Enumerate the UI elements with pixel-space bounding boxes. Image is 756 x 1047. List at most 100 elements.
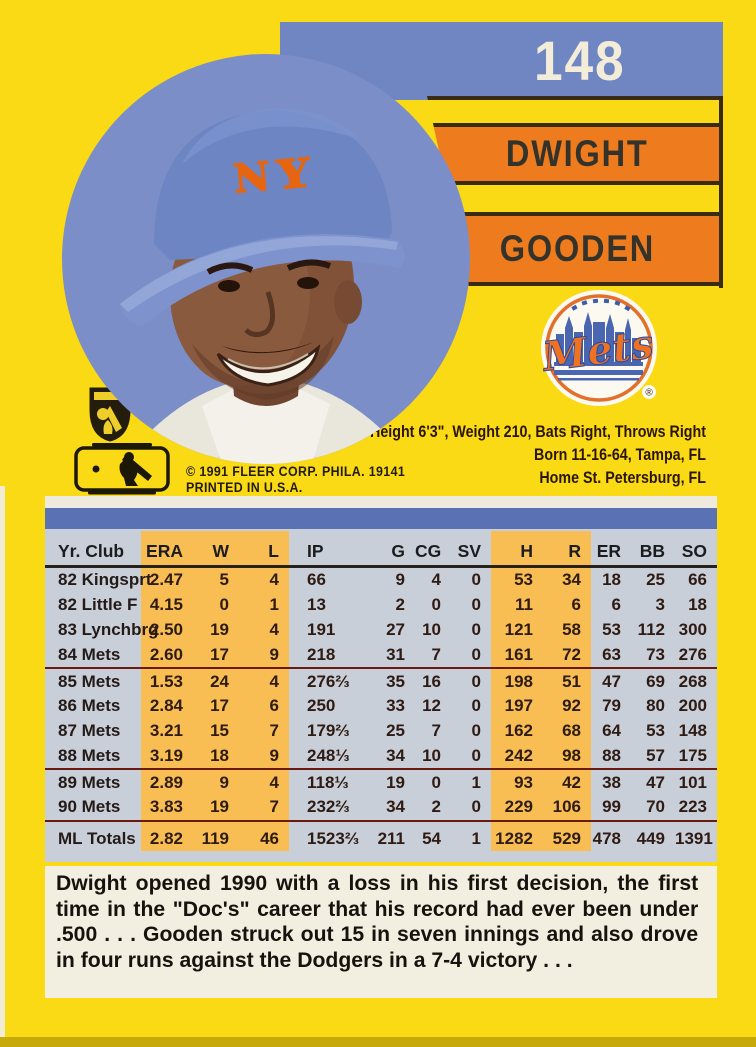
stat-value-cell: 24 — [210, 671, 229, 691]
stat-value-cell: 162 — [504, 721, 533, 741]
stat-value-cell: 276⅔ — [307, 671, 350, 691]
stat-value-cell: 38 — [602, 772, 621, 792]
bio-line-3: Home St. Petersburg, FL — [539, 468, 706, 487]
stats-header: Yr. Club ERA W L IP G CG SV H R ER BB SO — [45, 531, 717, 568]
stats-column-header: SO — [675, 531, 717, 568]
stats-row: 88 Mets 3.19 18 9 248⅓ 34 10 0 242 98 88 57 175 — [45, 743, 717, 771]
stat-club-cell: 86 Mets — [58, 696, 121, 716]
stat-club-cell: 90 Mets — [45, 795, 141, 822]
player-photo: ɴʏ — [62, 54, 470, 464]
stats-column-header: BB — [631, 531, 675, 568]
stat-value-cell: 19 — [193, 795, 239, 822]
stat-value-cell: 0 — [471, 570, 481, 590]
stat-value-cell: 6 — [611, 595, 621, 615]
stats-row: 90 Mets 3.83 19 7 232⅔ 34 2 0 229 106 99 70 223 — [45, 795, 717, 822]
player-name-stack: DWIGHT GOODEN — [427, 96, 723, 288]
last-name: GOODEN — [499, 228, 655, 269]
stat-value-cell: 88 — [591, 743, 631, 771]
stat-value-cell: 2.50 — [149, 619, 183, 639]
stat-value-cell: 7 — [431, 721, 441, 741]
stat-value-cell: 2.82 — [149, 828, 183, 848]
stat-value-cell: 69 — [646, 671, 665, 691]
stat-value-cell: 3.19 — [141, 743, 193, 771]
stat-value-cell: 4 — [269, 619, 279, 639]
stat-value-cell: 42 — [562, 772, 581, 792]
stat-value-cell: 1391 — [675, 828, 713, 848]
stat-value-cell: 13 — [307, 595, 326, 615]
stat-club-cell: 89 Mets — [58, 772, 121, 792]
player-portrait-illustration: ɴʏ — [62, 54, 470, 464]
stat-value-cell: 4.15 — [149, 595, 183, 615]
stat-value-cell: 0 — [219, 595, 229, 615]
stat-value-cell: 66 — [688, 570, 707, 590]
stat-value-cell: 34 — [369, 795, 415, 822]
stat-value-cell: 63 — [591, 642, 631, 670]
stat-value-cell: 27 — [386, 619, 405, 639]
stat-value-cell: 4 — [431, 570, 441, 590]
stats-header-row: Yr. Club ERA W L IP G CG SV H R ER BB SO — [45, 531, 717, 568]
stat-value-cell: 112 — [637, 619, 665, 639]
stat-value-cell: 200 — [678, 696, 707, 716]
stat-value-cell: 58 — [562, 619, 581, 639]
stat-value-cell: 229 — [491, 795, 543, 822]
copyright-line-2: PRINTED IN U.S.A. — [186, 479, 303, 495]
mlb-batter-icon — [74, 443, 170, 495]
stat-value-cell: 1 — [269, 595, 279, 615]
svg-text:ɴʏ: ɴʏ — [228, 133, 317, 208]
highlight-note-text: Dwight opened 1990 with a loss in his fi… — [56, 871, 699, 972]
stat-value-cell: 4 — [269, 570, 279, 590]
stat-value-cell: 9 — [239, 642, 289, 670]
stat-value-cell: 51 — [562, 671, 581, 691]
stat-club-cell: 88 Mets — [45, 743, 141, 771]
stat-value-cell: 2.60 — [141, 642, 193, 670]
stat-value-cell: 11 — [515, 595, 533, 615]
mlb-logo — [74, 442, 170, 496]
stat-value-cell: 223 — [675, 795, 717, 822]
stat-club-cell: 87 Mets — [58, 721, 121, 741]
stat-value-cell: 19 — [210, 619, 229, 639]
career-stats-table: Yr. Club ERA W L IP G CG SV H R ER BB SO 82 Kingsprt… — [45, 531, 717, 852]
stats-row: 82 Little F 4.15 0 1 13 2 0 0 11 6 6 3 18 — [45, 593, 717, 618]
stat-value-cell: 34 — [369, 743, 415, 771]
stat-value-cell: 1523⅔ — [307, 828, 359, 848]
stat-value-cell: 0 — [471, 696, 481, 716]
stat-value-cell: 9 — [239, 743, 289, 771]
stat-value-cell: 148 — [678, 721, 707, 741]
stat-value-cell: 7 — [415, 642, 451, 670]
stat-value-cell: 31 — [369, 642, 415, 670]
stat-value-cell: 449 — [636, 828, 665, 848]
stat-value-cell: 161 — [491, 642, 543, 670]
stat-value-cell: 211 — [377, 828, 405, 848]
stat-value-cell: 17 — [210, 696, 229, 716]
stat-value-cell: 197 — [504, 696, 533, 716]
stats-row: 84 Mets 2.60 17 9 218 31 7 0 161 72 63 73 276 — [45, 642, 717, 670]
stats-column-header: ER — [591, 531, 631, 568]
stat-value-cell: 2 — [415, 795, 451, 822]
stat-value-cell: 0 — [451, 743, 491, 771]
divider-line — [427, 282, 723, 286]
yellow-band — [427, 100, 723, 123]
stat-value-cell: 73 — [631, 642, 675, 670]
copyright: © 1991 FLEER CORP. PHILA. 19141 PRINTED … — [186, 464, 405, 495]
bio-line-2: Born 11-16-64, Tampa, FL — [534, 445, 706, 464]
stat-value-cell: 7 — [269, 721, 279, 741]
stat-value-cell: 15 — [210, 721, 229, 741]
stats-column-header: L — [239, 531, 289, 568]
stat-value-cell: 92 — [562, 696, 581, 716]
stat-club-cell: 83 Lynchbrg — [58, 619, 159, 639]
stat-value-cell: 198 — [504, 671, 533, 691]
stat-value-cell: 18 — [688, 595, 707, 615]
first-name: DWIGHT — [505, 133, 649, 174]
stat-value-cell: 121 — [504, 619, 533, 639]
panel-top-strip — [45, 496, 717, 508]
stat-value-cell: 0 — [471, 671, 481, 691]
stat-value-cell: 4 — [269, 671, 279, 691]
stat-value-cell: 57 — [631, 743, 675, 771]
stat-value-cell: 0 — [431, 772, 441, 792]
copyright-line-1: © 1991 FLEER CORP. PHILA. 19141 — [186, 464, 406, 479]
stat-value-cell: 0 — [451, 642, 491, 670]
stats-column-header: CG — [415, 531, 451, 568]
stat-value-cell: 53 — [514, 570, 533, 590]
stat-value-cell: 46 — [260, 828, 279, 848]
stat-value-cell: 242 — [491, 743, 543, 771]
